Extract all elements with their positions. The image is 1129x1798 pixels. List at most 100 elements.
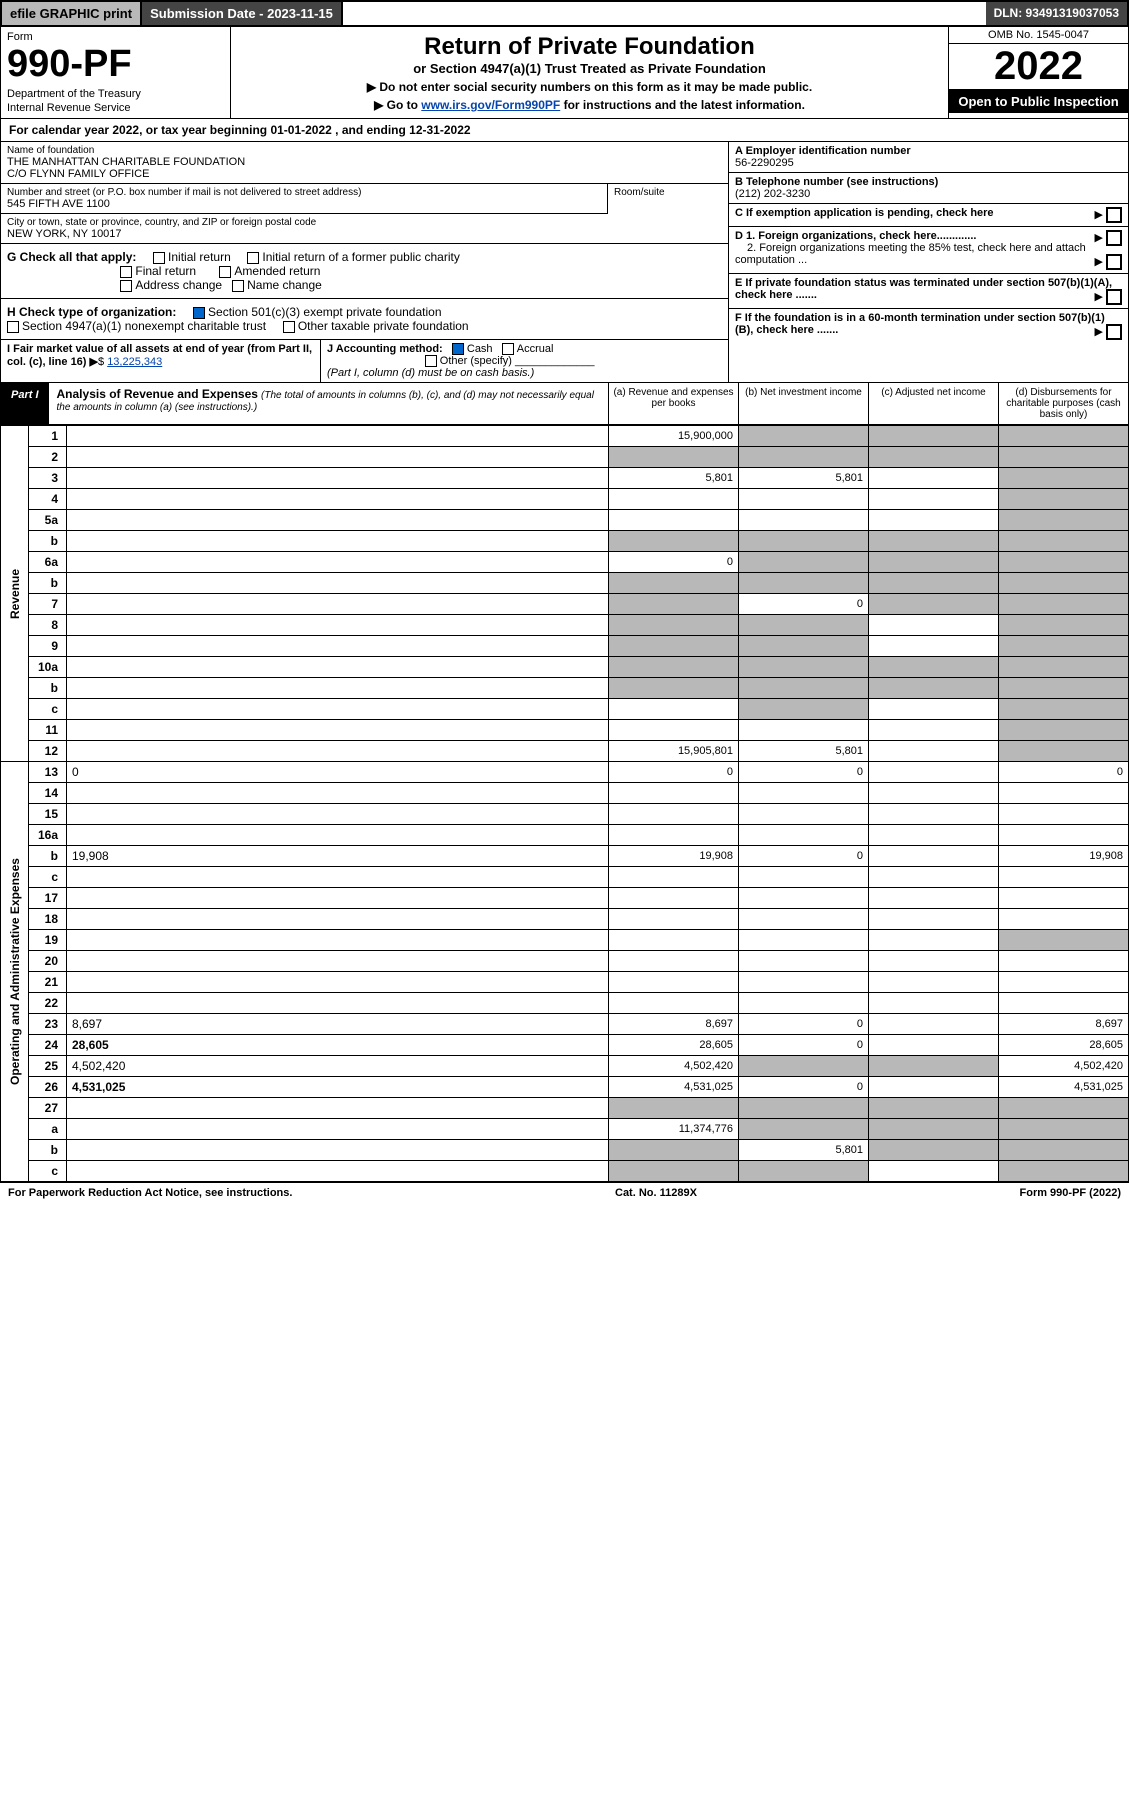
cell-b [739,573,869,594]
footer-mid: Cat. No. 11289X [615,1187,697,1199]
cell-d [999,1098,1129,1119]
row-number: 18 [29,909,67,930]
cell-a [609,657,739,678]
table-row: Operating and Administrative Expenses130… [1,762,1129,783]
cell-c [869,846,999,867]
cell-a [609,804,739,825]
g-check-row: G Check all that apply: Initial return I… [1,244,728,299]
table-row: 11 [1,720,1129,741]
address-change-check[interactable] [120,280,132,292]
row-desc [67,888,609,909]
cell-c [869,762,999,783]
cell-a: 4,531,025 [609,1077,739,1098]
other-specify-check[interactable] [425,355,437,367]
row-number: 2 [29,447,67,468]
cell-c [869,699,999,720]
cell-a [609,573,739,594]
row-number: 5a [29,510,67,531]
e-check[interactable] [1106,289,1122,305]
table-row: b19,90819,908019,908 [1,846,1129,867]
instructions-link[interactable]: www.irs.gov/Form990PF [421,98,560,112]
cell-a [609,993,739,1014]
cell-a [609,951,739,972]
cell-c [869,783,999,804]
table-row: 16a [1,825,1129,846]
table-row: 21 [1,972,1129,993]
cell-d: 19,908 [999,846,1129,867]
open-to-public: Open to Public Inspection [949,90,1128,113]
footer-left: For Paperwork Reduction Act Notice, see … [8,1187,292,1199]
cell-d [999,867,1129,888]
row-desc [67,699,609,720]
header-right: OMB No. 1545-0047 2022 Open to Public In… [948,27,1128,118]
cell-b [739,867,869,888]
section-501c3-check[interactable] [193,307,205,319]
cell-b: 0 [739,1035,869,1056]
row-desc [67,657,609,678]
row-desc [67,510,609,531]
efile-button[interactable]: efile GRAPHIC print [2,2,142,25]
side-label: Operating and Administrative Expenses [1,762,29,1182]
cell-b: 0 [739,1014,869,1035]
other-taxable-check[interactable] [283,321,295,333]
initial-return-former-check[interactable] [247,252,259,264]
cell-b [739,951,869,972]
section-4947-check[interactable] [7,321,19,333]
i-j-row: I Fair market value of all assets at end… [1,340,728,382]
initial-return-check[interactable] [153,252,165,264]
name-change-check[interactable] [232,280,244,292]
row-number: 14 [29,783,67,804]
table-row: 27 [1,1098,1129,1119]
cell-c [869,888,999,909]
cell-c [869,657,999,678]
final-return-check[interactable] [120,266,132,278]
f-check[interactable] [1106,324,1122,340]
cell-c [869,804,999,825]
col-b-head: (b) Net investment income [738,383,868,424]
accrual-check[interactable] [502,343,514,355]
cell-a: 15,900,000 [609,426,739,447]
row-desc [67,783,609,804]
cell-b [739,1119,869,1140]
cell-a [609,678,739,699]
cell-a [609,909,739,930]
part1-tag: Part I [1,383,49,424]
table-row: 1215,905,8015,801 [1,741,1129,762]
fmv-value[interactable]: 13,225,343 [107,356,162,368]
cell-c [869,1077,999,1098]
row-number: 10a [29,657,67,678]
table-row: 8 [1,615,1129,636]
info-right: A Employer identification number 56-2290… [728,142,1128,382]
cell-d [999,993,1129,1014]
cell-a [609,594,739,615]
table-row: 9 [1,636,1129,657]
cell-b [739,636,869,657]
cell-a: 8,697 [609,1014,739,1035]
cell-d [999,447,1129,468]
row-desc [67,1098,609,1119]
d2-check[interactable] [1106,254,1122,270]
cell-b [739,1056,869,1077]
cash-check[interactable] [452,343,464,355]
cell-a [609,699,739,720]
side-label: Revenue [1,426,29,762]
foundation-name-co: C/O FLYNN FAMILY OFFICE [7,168,722,180]
cell-a [609,1140,739,1161]
cell-c [869,951,999,972]
row-desc [67,573,609,594]
row-number: 24 [29,1035,67,1056]
cell-a [609,489,739,510]
cell-d: 8,697 [999,1014,1129,1035]
note1: ▶ Do not enter social security numbers o… [237,80,942,94]
c-check[interactable] [1106,207,1122,223]
row-number: 13 [29,762,67,783]
row-number: 8 [29,615,67,636]
cell-d [999,783,1129,804]
amended-return-check[interactable] [219,266,231,278]
col-a-head: (a) Revenue and expenses per books [608,383,738,424]
table-row: 254,502,4204,502,4204,502,420 [1,1056,1129,1077]
cell-b [739,888,869,909]
cell-a [609,867,739,888]
d1-check[interactable] [1106,230,1122,246]
table-row: 35,8015,801 [1,468,1129,489]
